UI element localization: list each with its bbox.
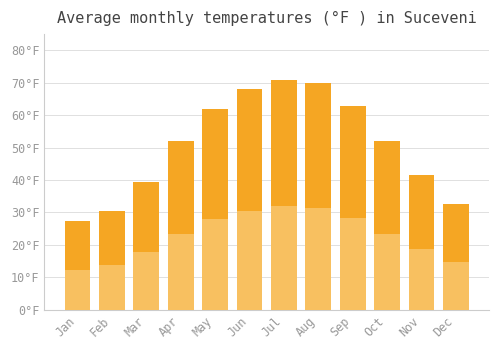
Bar bbox=[236, 89, 262, 310]
Bar bbox=[408, 249, 434, 310]
Bar bbox=[134, 182, 159, 310]
Bar bbox=[306, 83, 331, 310]
Bar bbox=[168, 234, 194, 310]
Bar bbox=[64, 270, 90, 310]
Bar bbox=[340, 106, 365, 310]
Bar bbox=[408, 175, 434, 310]
Bar bbox=[374, 141, 400, 310]
Bar bbox=[271, 206, 297, 310]
Bar bbox=[306, 208, 331, 310]
Bar bbox=[99, 265, 125, 310]
Bar bbox=[236, 211, 262, 310]
Bar bbox=[271, 79, 297, 310]
Bar bbox=[202, 219, 228, 310]
Title: Average monthly temperatures (°F ) in Suceveni: Average monthly temperatures (°F ) in Su… bbox=[57, 11, 476, 26]
Bar bbox=[134, 252, 159, 310]
Bar bbox=[443, 262, 468, 310]
Bar bbox=[202, 109, 228, 310]
Bar bbox=[64, 220, 90, 310]
Bar bbox=[340, 218, 365, 310]
Bar bbox=[168, 141, 194, 310]
Bar bbox=[374, 234, 400, 310]
Bar bbox=[443, 204, 468, 310]
Bar bbox=[99, 211, 125, 310]
